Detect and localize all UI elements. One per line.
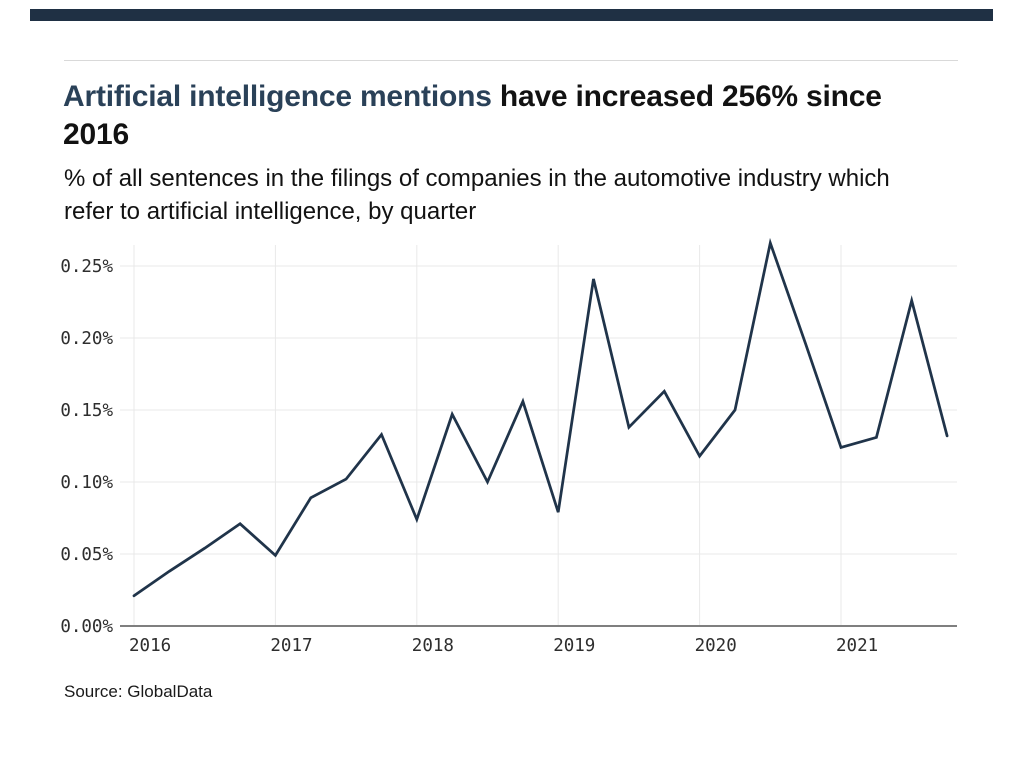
x-tick-label: 2019 (553, 636, 595, 656)
source-label: Source: GlobalData (64, 682, 213, 701)
line-chart: 0.00% 0.05% 0.10% 0.15% 0.20% 0.25% 2016 2017 20… (60, 237, 957, 656)
y-tick-label: 0.10% (60, 473, 113, 493)
x-tick-label: 2016 (129, 636, 171, 656)
x-tick-label: 2018 (412, 636, 454, 656)
data-line (132, 237, 949, 598)
title-highlight: Artificial intelligence mentions (63, 80, 492, 113)
y-tick-label: 0.00% (60, 617, 113, 637)
page-title: Artificial intelligence mentions have in… (63, 78, 893, 154)
title-rest: have increased 256% since 2016 (63, 80, 882, 151)
y-tick-label: 0.05% (60, 545, 113, 565)
y-tick-label: 0.25% (60, 257, 113, 277)
y-tick-label: 0.20% (60, 329, 113, 349)
x-tick-label: 2021 (836, 636, 878, 656)
x-tick-label: 2020 (695, 636, 737, 656)
x-tick-label: 2017 (270, 636, 312, 656)
y-tick-label: 0.15% (60, 401, 113, 421)
header-rule (64, 60, 958, 61)
top-accent-bar (30, 9, 993, 21)
page-subtitle: % of all sentences in the filings of com… (64, 165, 890, 225)
